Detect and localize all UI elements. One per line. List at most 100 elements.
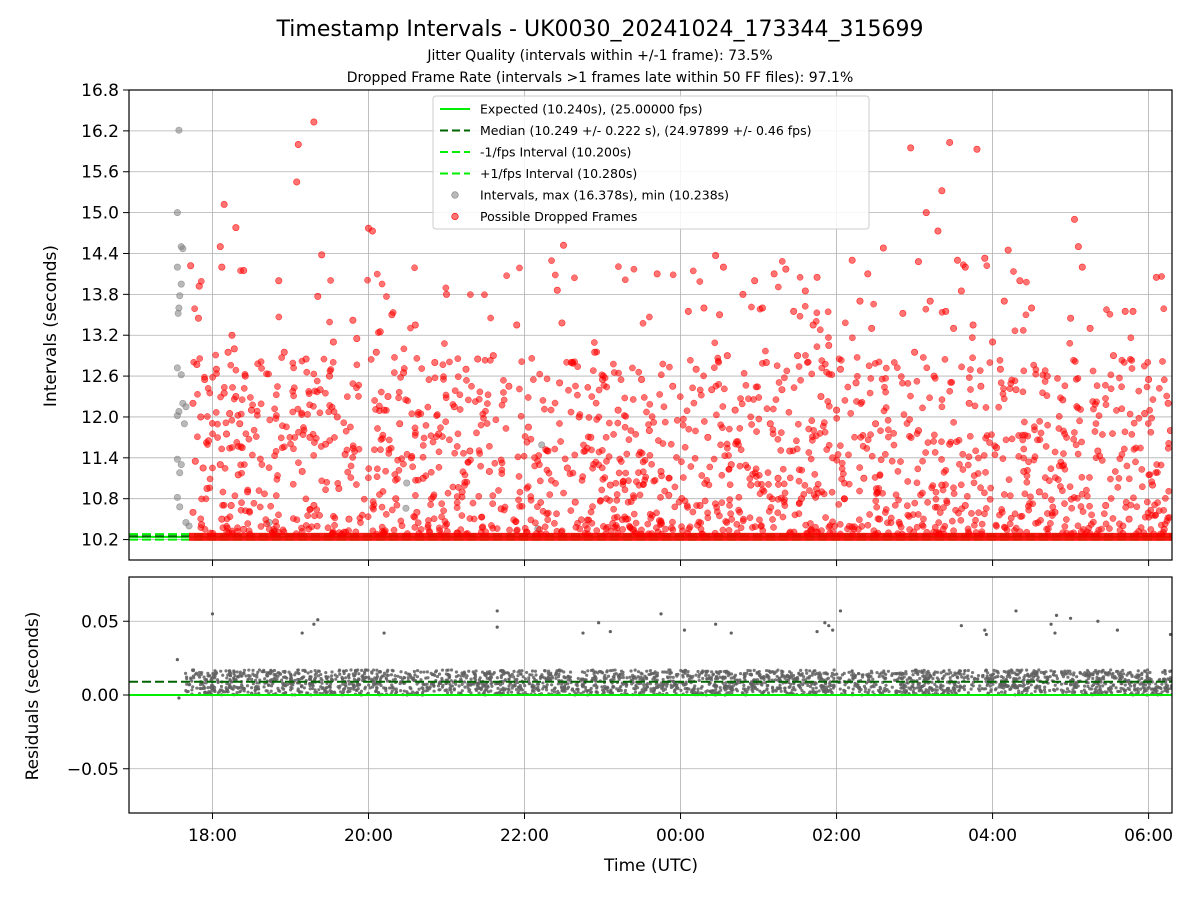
residual-point bbox=[925, 673, 929, 677]
dropped-frame-point bbox=[939, 486, 947, 494]
dropped-frame-point bbox=[1143, 498, 1151, 506]
dropped-frame-point bbox=[805, 425, 813, 433]
residual-point bbox=[789, 682, 793, 686]
residual-point bbox=[755, 670, 760, 675]
residual-point bbox=[557, 672, 561, 676]
dropped-frame-point bbox=[629, 396, 637, 403]
residual-point bbox=[426, 676, 430, 680]
dropped-frame-point bbox=[593, 416, 601, 423]
dropped-frame-point bbox=[770, 270, 778, 278]
residual-point bbox=[204, 681, 208, 685]
dropped-frame-point bbox=[923, 364, 931, 372]
dropped-frame-point bbox=[721, 452, 729, 460]
dropped-frame-point bbox=[563, 358, 570, 366]
dropped-frame-point bbox=[737, 395, 744, 402]
residual-point bbox=[317, 688, 321, 692]
residual-point bbox=[1163, 672, 1167, 676]
residual-point bbox=[609, 688, 613, 692]
dropped-frame-point bbox=[604, 523, 612, 531]
residual-point bbox=[785, 673, 789, 677]
residual-point bbox=[1162, 677, 1166, 681]
residual-point bbox=[772, 670, 776, 674]
dropped-frame-point bbox=[236, 420, 244, 428]
interval-point bbox=[403, 479, 411, 487]
residual-point bbox=[681, 681, 685, 686]
dropped-frame-point bbox=[739, 290, 747, 298]
dropped-frame-point bbox=[429, 438, 437, 446]
dropped-frame-point bbox=[642, 473, 650, 481]
residual-point bbox=[466, 684, 470, 688]
residual-point bbox=[808, 690, 812, 694]
dropped-frame-point bbox=[1143, 383, 1151, 391]
dropped-frame-point bbox=[1074, 375, 1082, 382]
dropped-frame-point bbox=[656, 391, 664, 398]
dropped-frame-point bbox=[789, 447, 797, 455]
dropped-frame-point bbox=[461, 482, 468, 489]
dropped-frame-point bbox=[602, 530, 609, 538]
residual-point bbox=[793, 688, 797, 692]
residual-point bbox=[269, 668, 273, 673]
interval-point bbox=[185, 522, 193, 530]
interval-point bbox=[173, 455, 181, 463]
residual-point bbox=[666, 676, 670, 680]
residual-point bbox=[477, 691, 481, 695]
dropped-frame-point bbox=[1035, 488, 1043, 496]
residual-point bbox=[390, 668, 394, 672]
dropped-frame-point bbox=[460, 449, 467, 457]
dropped-frame-point bbox=[971, 402, 979, 410]
residual-point bbox=[610, 691, 615, 695]
dropped-frame-point bbox=[914, 511, 922, 518]
residual-point bbox=[774, 689, 778, 693]
dropped-frame-point bbox=[801, 287, 809, 295]
residual-point bbox=[535, 682, 540, 686]
dropped-frame-point bbox=[950, 324, 958, 332]
dropped-frame-point bbox=[534, 503, 541, 511]
dropped-frame-point bbox=[825, 370, 833, 378]
residual-outlier-point bbox=[1014, 609, 1018, 613]
dropped-frame-point bbox=[778, 258, 786, 265]
residual-point bbox=[1026, 685, 1031, 690]
dropped-frame-point bbox=[489, 492, 497, 499]
residual-point bbox=[910, 669, 915, 673]
residual-point bbox=[912, 691, 916, 695]
residual-outlier-point bbox=[1115, 628, 1119, 632]
dropped-frame-point bbox=[591, 339, 598, 346]
residual-point bbox=[248, 674, 252, 678]
dropped-frame-point bbox=[209, 529, 217, 537]
residual-point bbox=[991, 682, 995, 686]
dropped-frame-point bbox=[837, 530, 844, 538]
dropped-frame-point bbox=[907, 144, 915, 152]
residual-point bbox=[443, 688, 447, 693]
dropped-frame-point bbox=[365, 474, 372, 482]
residual-point bbox=[347, 682, 351, 686]
dropped-frame-point bbox=[963, 492, 971, 500]
residual-point bbox=[896, 677, 900, 682]
residual-point bbox=[1017, 676, 1022, 680]
dropped-frame-point bbox=[1128, 356, 1136, 364]
residual-point bbox=[429, 682, 433, 686]
dropped-frame-point bbox=[866, 511, 873, 518]
dropped-frame-point bbox=[800, 490, 808, 498]
dropped-frame-point bbox=[283, 423, 290, 431]
residual-point bbox=[320, 686, 324, 691]
residual-point bbox=[752, 668, 756, 672]
dropped-frame-point bbox=[1123, 462, 1131, 470]
residual-point bbox=[374, 676, 379, 680]
dropped-frame-point bbox=[919, 354, 927, 361]
dropped-frame-point bbox=[202, 439, 210, 447]
dropped-frame-point bbox=[461, 471, 469, 479]
residual-point bbox=[554, 671, 559, 675]
dropped-frame-point bbox=[427, 468, 435, 476]
dropped-frame-point bbox=[802, 521, 810, 529]
residual-point bbox=[520, 688, 525, 692]
residual-point bbox=[943, 689, 947, 693]
dropped-frame-point bbox=[774, 509, 782, 517]
residual-point bbox=[329, 674, 334, 678]
residual-point bbox=[475, 684, 479, 688]
residual-point bbox=[245, 684, 250, 688]
residual-point bbox=[605, 669, 609, 673]
dropped-frame-point bbox=[932, 488, 940, 496]
dropped-frame-point bbox=[965, 453, 973, 461]
interval-point bbox=[538, 441, 546, 449]
dropped-frame-point bbox=[938, 396, 946, 403]
